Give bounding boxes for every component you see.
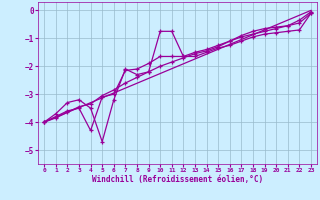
X-axis label: Windchill (Refroidissement éolien,°C): Windchill (Refroidissement éolien,°C) [92, 175, 263, 184]
